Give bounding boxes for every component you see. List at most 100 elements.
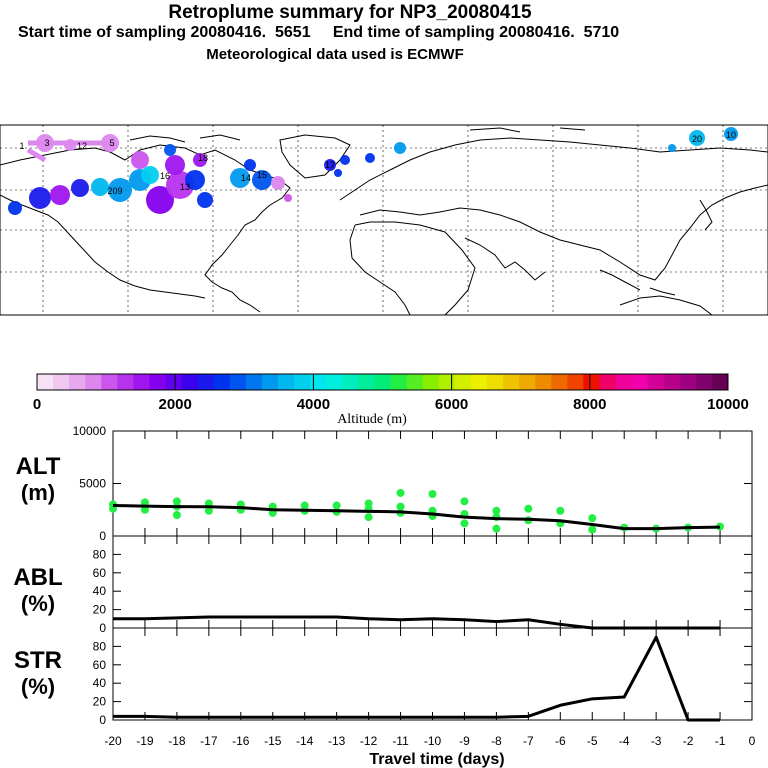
plume-cluster bbox=[197, 192, 213, 208]
colorbar-swatch bbox=[37, 374, 54, 390]
scatter-point bbox=[460, 519, 469, 528]
colorbar-tick-label: 0 bbox=[33, 396, 41, 413]
scatter-point bbox=[588, 514, 597, 523]
scatter-point bbox=[204, 506, 213, 515]
plume-cluster bbox=[36, 134, 54, 152]
scatter-point bbox=[428, 490, 437, 498]
end-time: End time of sampling 20080416. 5710 bbox=[332, 24, 620, 41]
scatter-point bbox=[140, 505, 149, 514]
plume-cluster bbox=[252, 170, 272, 190]
x-axis-title: Travel time (days) bbox=[369, 751, 504, 768]
colorbar-swatch bbox=[85, 374, 102, 390]
panel-str: 80 60 40 20 0 bbox=[93, 627, 753, 727]
plume-cluster bbox=[244, 159, 256, 171]
str-label: STR bbox=[14, 647, 62, 674]
colorbar-tick-label: 4000 bbox=[297, 396, 330, 413]
colorbar-swatch bbox=[551, 374, 568, 390]
y-tick-label: 20 bbox=[93, 695, 107, 709]
y-tick-label: 60 bbox=[93, 566, 107, 580]
scatter-point bbox=[396, 502, 405, 511]
x-tick-label: -17 bbox=[200, 734, 218, 748]
scatter-point bbox=[460, 497, 469, 506]
altitude-colorbar: 0 2000 4000 6000 8000 10000 bbox=[33, 373, 749, 413]
colorbar-label: Altitude (m) bbox=[337, 412, 407, 427]
plume-cluster bbox=[334, 169, 342, 177]
plume-cluster bbox=[668, 144, 676, 152]
x-tick-label: -12 bbox=[360, 734, 378, 748]
y-tick-label: 60 bbox=[93, 658, 107, 672]
map-frame bbox=[0, 124, 768, 316]
plume-cluster bbox=[193, 153, 207, 167]
plume-cluster bbox=[185, 170, 205, 190]
scatter-point bbox=[556, 506, 565, 515]
colorbar-swatch bbox=[535, 374, 552, 390]
x-tick-label: -15 bbox=[264, 734, 282, 748]
scatter-point bbox=[172, 511, 181, 519]
colorbar-swatch bbox=[631, 374, 649, 390]
plume-label: 209 bbox=[107, 186, 122, 196]
y-tick-label: 40 bbox=[93, 676, 107, 690]
colorbar-swatch bbox=[358, 374, 375, 390]
scatter-point bbox=[396, 488, 405, 497]
colorbar-tick-label: 8000 bbox=[573, 396, 606, 413]
plume-cluster bbox=[365, 153, 375, 163]
colorbar-swatch bbox=[519, 374, 536, 390]
series-line-alt bbox=[112, 504, 721, 531]
y-tick-label: 20 bbox=[93, 603, 107, 617]
page-title: Retroplume summary for NP3_20080415 bbox=[168, 2, 532, 23]
start-time: Start time of sampling 20080416. 5651 bbox=[18, 24, 311, 41]
sampling-times: Start time of sampling 20080416. 5651 En… bbox=[18, 24, 758, 42]
colorbar-swatch bbox=[294, 374, 311, 390]
plume-label: 13 bbox=[180, 182, 190, 192]
colorbar-swatch bbox=[583, 374, 600, 390]
colorbar-swatch bbox=[229, 374, 247, 390]
plume-track bbox=[26, 147, 47, 163]
colorbar-swatch bbox=[117, 374, 134, 390]
plume-cluster bbox=[689, 130, 705, 146]
x-tick-label: 0 bbox=[749, 734, 756, 748]
colorbar-swatch bbox=[406, 374, 424, 390]
colorbar-swatch bbox=[615, 374, 633, 390]
abl-unit: (%) bbox=[21, 591, 55, 616]
plume-cluster bbox=[50, 185, 70, 205]
colorbar-swatch bbox=[486, 374, 504, 390]
x-tick-label: -16 bbox=[232, 734, 250, 748]
scatter-point bbox=[140, 498, 149, 507]
x-tick-label: -7 bbox=[523, 734, 534, 748]
colorbar-swatch bbox=[197, 374, 215, 390]
plume-cluster bbox=[29, 187, 51, 209]
plume-cluster bbox=[394, 142, 406, 154]
colorbar-swatch bbox=[165, 374, 183, 390]
colorbar-swatch bbox=[342, 374, 359, 390]
colorbar-swatch bbox=[278, 374, 295, 390]
x-tick-label: -4 bbox=[619, 734, 630, 748]
colorbar-swatch bbox=[213, 374, 231, 390]
colorbar-swatch bbox=[454, 374, 472, 390]
plume-cluster bbox=[91, 178, 109, 196]
plume-cluster bbox=[108, 178, 132, 202]
colorbar-tick-label: 10000 bbox=[707, 396, 749, 413]
colorbar-swatch bbox=[390, 374, 408, 390]
plume-label: 3 bbox=[44, 138, 49, 148]
alt-label: ALT bbox=[16, 453, 61, 480]
alt-unit: (m) bbox=[21, 480, 55, 505]
plume-cluster bbox=[141, 166, 159, 184]
colorbar-swatch bbox=[647, 374, 665, 390]
colorbar-swatch bbox=[326, 374, 343, 390]
y-tick-label: 40 bbox=[93, 584, 107, 598]
colorbar-swatch bbox=[374, 374, 392, 390]
colorbar-swatch bbox=[261, 374, 279, 390]
colorbar-swatch bbox=[663, 374, 681, 390]
scatter-point bbox=[524, 504, 533, 513]
plume-cluster bbox=[71, 179, 89, 197]
y-tick-label: 80 bbox=[93, 547, 107, 561]
x-tick-label: -9 bbox=[459, 734, 470, 748]
colorbar-swatch bbox=[679, 374, 697, 390]
plume-cluster bbox=[64, 139, 76, 151]
plume-cluster bbox=[284, 194, 292, 202]
series-line-abl bbox=[113, 615, 721, 630]
colorbar-swatch bbox=[695, 374, 713, 390]
